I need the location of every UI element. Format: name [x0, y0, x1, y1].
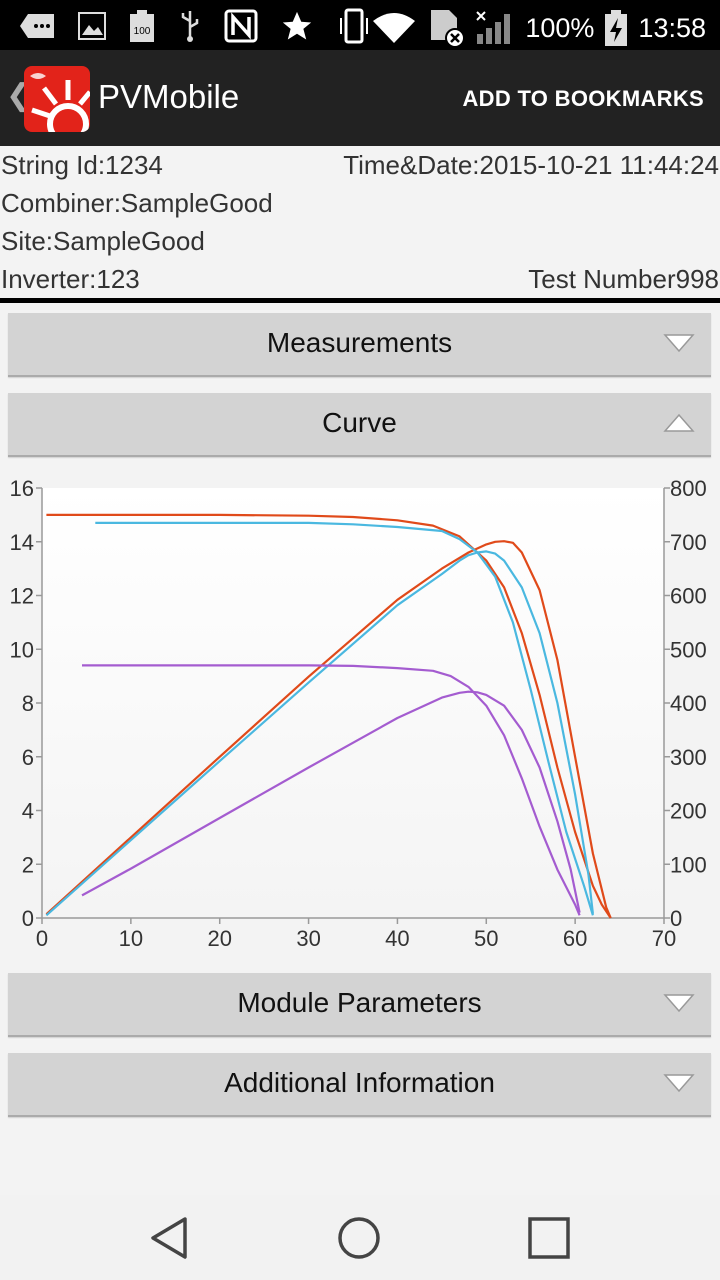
test-info: String Id:1234 Time&Date:2015-10-21 11:4… — [0, 146, 720, 298]
y-left-tick-label: 16 — [10, 476, 34, 501]
navigation-bar — [0, 1195, 720, 1280]
recents-icon[interactable] — [524, 1213, 574, 1263]
x-tick-label: 40 — [385, 926, 409, 951]
y-right-tick-label: 500 — [670, 637, 707, 662]
series-line-4 — [45, 550, 594, 917]
nfc-icon — [224, 9, 258, 43]
clock: 13:58 — [638, 12, 706, 43]
app-title: PVMobile — [98, 78, 240, 115]
y-right-tick-label: 300 — [670, 745, 707, 770]
series-line-6 — [81, 690, 581, 913]
battery-percent: 100% — [525, 12, 595, 43]
module-parameters-label: Module Parameters — [237, 987, 482, 1018]
combiner: Combiner:SampleGood — [1, 188, 273, 218]
app-logo-icon[interactable] — [24, 66, 90, 132]
y-left-tick-label: 8 — [22, 691, 34, 716]
y-left-tick-label: 2 — [22, 852, 34, 877]
y-right-tick-label: 400 — [670, 691, 707, 716]
battery-100-icon: 100 — [130, 10, 154, 42]
y-right-tick-label: 800 — [670, 476, 707, 501]
vibrate-icon — [340, 8, 368, 44]
measurements-panel-header[interactable]: Measurements — [8, 313, 711, 377]
measurements-label: Measurements — [266, 327, 453, 358]
battery-charging-icon — [605, 10, 628, 46]
y-left-tick-label: 10 — [10, 637, 34, 662]
y-left-tick-label: 14 — [10, 530, 34, 555]
star-icon — [282, 11, 312, 40]
module-parameters-panel-header[interactable]: Module Parameters — [8, 973, 711, 1037]
y-right-tick-label: 100 — [670, 852, 707, 877]
divider — [0, 298, 720, 303]
additional-information-label: Additional Information — [224, 1067, 495, 1098]
y-right-tick-label: 200 — [670, 799, 707, 824]
signal-icon — [476, 11, 511, 44]
x-tick-label: 50 — [474, 926, 498, 951]
status-bar: 100 100% 13:58 — [0, 0, 720, 50]
y-left-tick-label: 4 — [22, 799, 34, 824]
y-left-tick-label: 6 — [22, 745, 34, 770]
y-left-tick-label: 12 — [10, 584, 34, 609]
inverter: Inverter:123 — [1, 264, 140, 294]
x-tick-label: 20 — [207, 926, 231, 951]
y-right-tick-label: 0 — [670, 906, 682, 931]
chevron-down-icon — [663, 994, 695, 1013]
test-number: Test Number998 — [528, 264, 719, 294]
wifi-icon — [373, 13, 416, 43]
series-line-2 — [45, 540, 612, 919]
series-line-5 — [82, 664, 581, 916]
add-to-bookmarks-button[interactable]: ADD TO BOOKMARKS — [462, 86, 704, 111]
chevron-down-icon — [663, 334, 695, 353]
usb-icon — [181, 11, 199, 42]
home-icon[interactable] — [334, 1213, 384, 1263]
series-line-1 — [46, 513, 612, 919]
additional-information-panel-header[interactable]: Additional Information — [8, 1053, 711, 1117]
iv-curve-chart: 0 10 20 30 40 50 60 700246810121416010020030040… — [10, 476, 707, 951]
string-id: String Id:1234 — [1, 150, 163, 180]
y-left-tick-label: 0 — [22, 906, 34, 931]
sim-blocked-icon — [431, 10, 466, 48]
chevron-up-icon — [663, 413, 695, 432]
x-tick-label: 30 — [296, 926, 320, 951]
svg-text:100: 100 — [134, 26, 151, 37]
back-icon[interactable] — [145, 1213, 195, 1263]
y-right-tick-label: 700 — [670, 530, 707, 555]
image-icon — [78, 12, 106, 40]
action-bar: ❮ PVMobile ADD TO BOOKMARKS — [0, 50, 720, 146]
x-tick-label: 0 — [36, 926, 48, 951]
message-icon — [20, 14, 54, 38]
x-tick-label: 60 — [563, 926, 587, 951]
x-tick-label: 70 — [652, 926, 676, 951]
time-date: Time&Date:2015-10-21 11:44:24 — [343, 150, 719, 180]
curve-panel-header[interactable]: Curve — [8, 393, 711, 457]
y-right-tick-label: 600 — [670, 584, 707, 609]
plot-area — [42, 488, 664, 918]
chevron-down-icon — [663, 1074, 695, 1093]
series-line-3 — [95, 521, 594, 916]
curve-label: Curve — [322, 407, 397, 438]
site: Site:SampleGood — [1, 226, 205, 256]
x-tick-label: 10 — [119, 926, 143, 951]
